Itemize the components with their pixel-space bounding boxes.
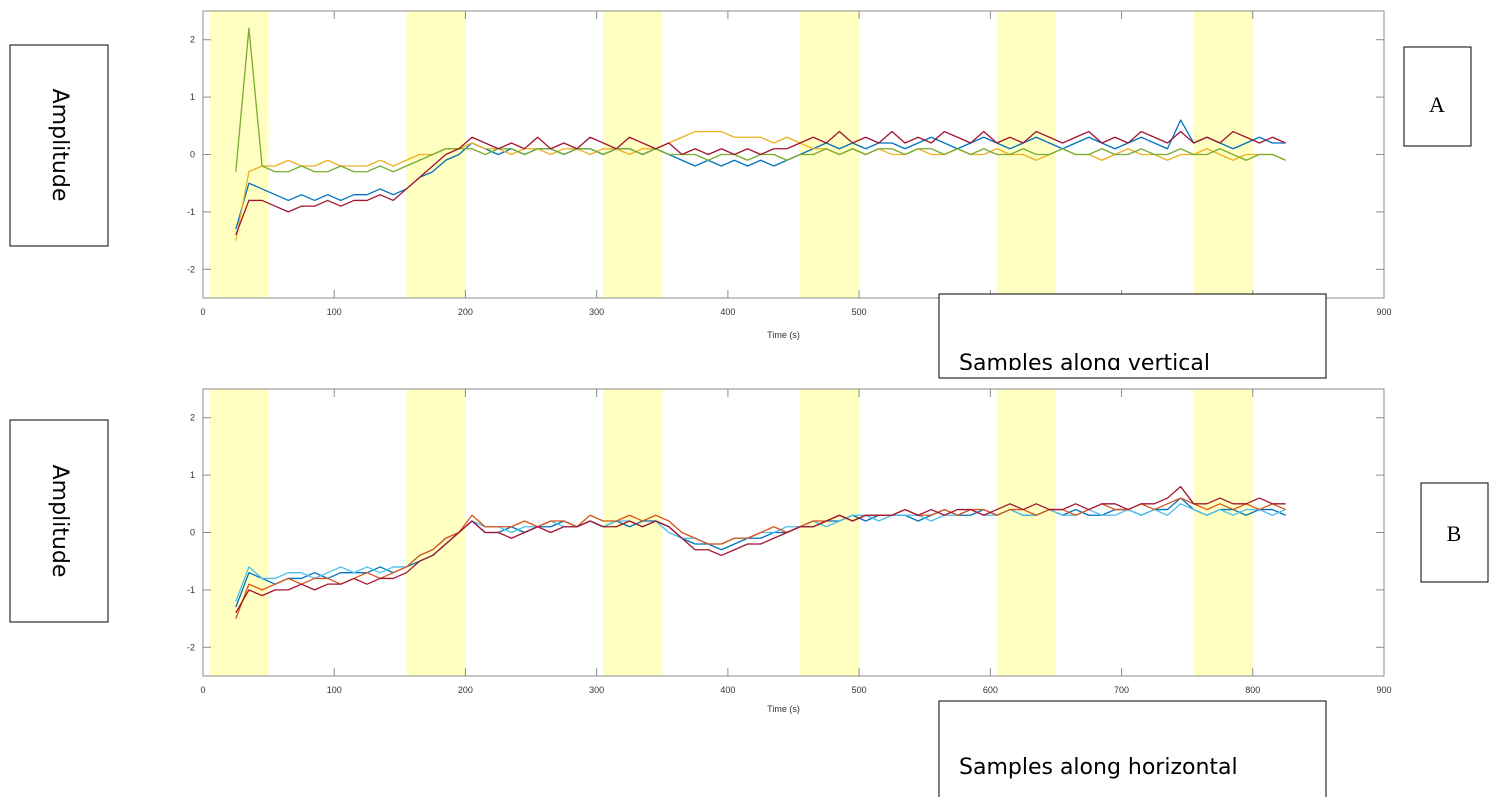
x-tick-label: 600: [983, 685, 998, 695]
y-tick-label: 1: [190, 92, 195, 102]
x-axis-label: Time (s): [767, 330, 800, 340]
plot: 0100200300400500600700800900-2-1012Time …: [187, 10, 1392, 340]
annotation-box: [938, 700, 1327, 797]
plot-area: [203, 389, 1384, 676]
panel-label-box: [1420, 482, 1489, 583]
x-tick-label: 900: [1376, 685, 1391, 695]
shaded-region: [996, 389, 1056, 676]
x-tick-label: 200: [458, 685, 473, 695]
y-label-box: [9, 44, 109, 247]
y-tick-label: 0: [190, 528, 195, 538]
y-tick-label: 0: [190, 150, 195, 160]
x-tick-label: 400: [720, 307, 735, 317]
y-tick-label: 2: [190, 413, 195, 423]
shaded-region: [603, 389, 663, 676]
y-label-box: [9, 419, 109, 623]
shaded-region: [406, 389, 466, 676]
shaded-region: [1193, 389, 1253, 676]
y-label: Amplitude: [47, 465, 72, 578]
y-tick-label: -1: [187, 207, 195, 217]
data-line: [235, 485, 1286, 614]
x-tick-label: 800: [1245, 685, 1260, 695]
plot: 0 100 200 300 400 500 600 700 800 900 -2 -1 0 1 2 Time …: [187, 388, 1392, 714]
y-tick-label: -1: [187, 585, 195, 595]
shaded-region: [603, 11, 663, 298]
shaded-region: [209, 389, 269, 676]
data-line: [235, 497, 1286, 608]
panel-label: A: [1429, 92, 1445, 117]
x-tick-label: 500: [852, 307, 867, 317]
x-tick-label: 300: [589, 685, 604, 695]
x-tick-label: 500: [852, 685, 867, 695]
annotation: Samples along horizontal: [959, 755, 1238, 780]
x-tick-label: 900: [1376, 307, 1391, 317]
x-tick-label: 700: [1114, 685, 1129, 695]
shaded-region: [800, 389, 860, 676]
annotation-box: [938, 293, 1327, 379]
shaded-region: [406, 11, 466, 298]
plots: 0100200300400500600700800900-2-1012Time …: [187, 10, 1392, 714]
annotation: Samples along vertical: [959, 351, 1210, 376]
data-line: [235, 130, 1286, 236]
shaded-region: [209, 11, 269, 298]
y-tick-label: 1: [190, 470, 195, 480]
x-axis-label: Time (s): [767, 704, 800, 714]
panel-label-box: [1403, 46, 1472, 147]
y-label: Amplitude: [47, 89, 72, 202]
data-line: [235, 497, 1286, 619]
x-tick-label: 300: [589, 307, 604, 317]
x-tick-label: 0: [200, 685, 205, 695]
panel-label: B: [1447, 521, 1462, 546]
x-tick-label: 0: [200, 307, 205, 317]
x-tick-label: 100: [327, 307, 342, 317]
x-tick-label: 100: [327, 685, 342, 695]
x-tick-label: 200: [458, 307, 473, 317]
y-tick-label: 2: [190, 35, 195, 45]
y-tick-label: -2: [187, 264, 195, 274]
x-tick-label: 400: [720, 685, 735, 695]
y-tick-label: -2: [187, 642, 195, 652]
data-line: [235, 130, 1286, 241]
